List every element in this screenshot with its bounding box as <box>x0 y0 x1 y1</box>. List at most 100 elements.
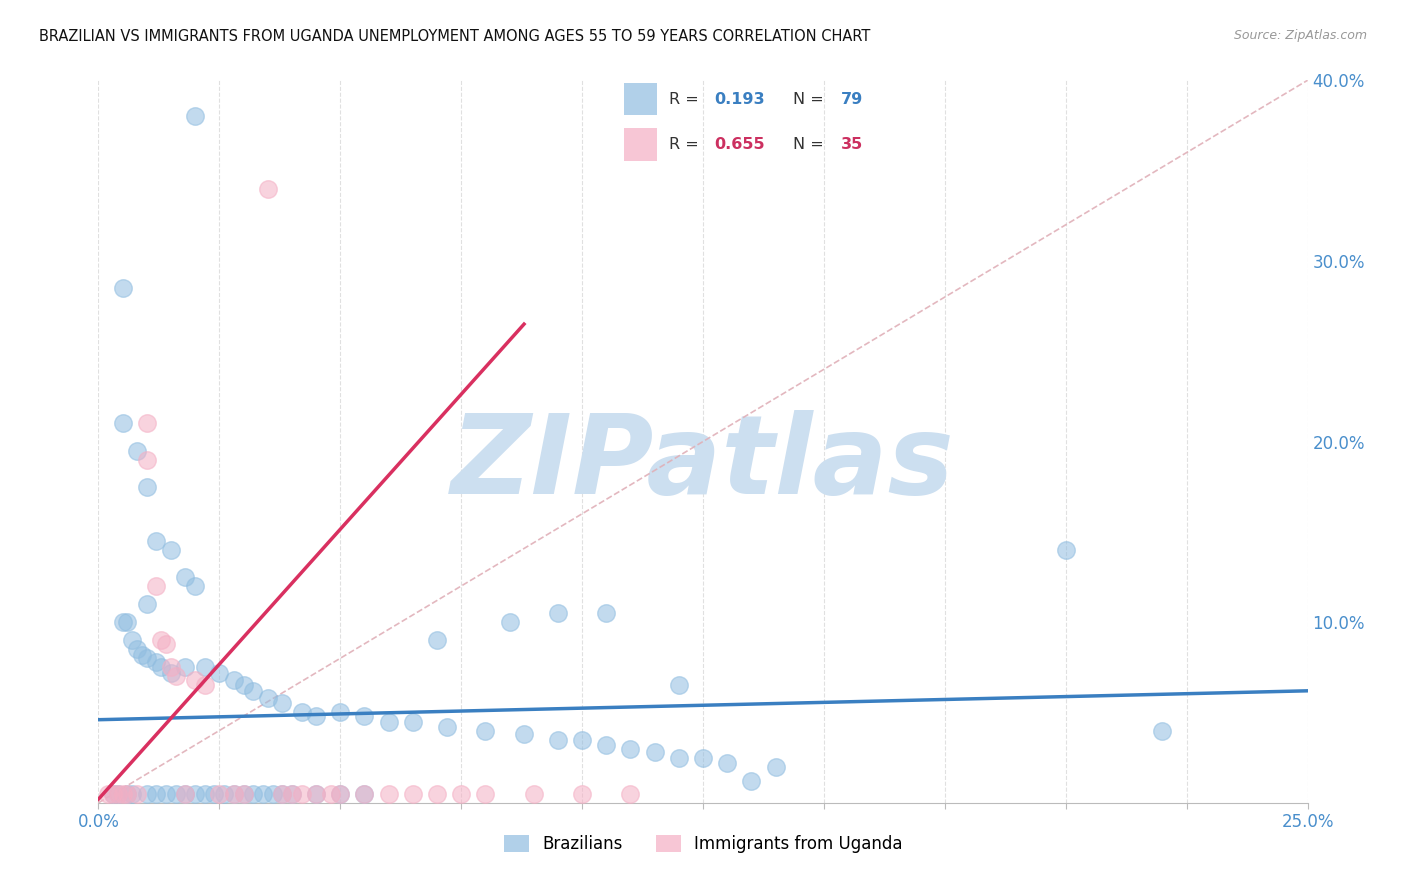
Point <box>692 750 714 764</box>
Point <box>135 480 157 494</box>
Point <box>135 651 157 665</box>
Point <box>474 787 496 801</box>
Point <box>426 633 449 648</box>
Point <box>271 787 294 801</box>
Point <box>160 660 183 674</box>
Text: BRAZILIAN VS IMMIGRANTS FROM UGANDA UNEMPLOYMENT AMONG AGES 55 TO 59 YEARS CORRE: BRAZILIAN VS IMMIGRANTS FROM UGANDA UNEM… <box>39 29 870 44</box>
Legend: Brazilians, Immigrants from Uganda: Brazilians, Immigrants from Uganda <box>496 828 910 860</box>
Text: N =: N = <box>793 92 830 106</box>
Point <box>547 732 569 747</box>
Point <box>135 597 157 611</box>
Text: 0.193: 0.193 <box>714 92 765 106</box>
Point <box>174 787 197 801</box>
Text: R =: R = <box>669 92 704 106</box>
Point <box>174 570 197 584</box>
Point <box>121 787 143 801</box>
Point <box>523 787 546 801</box>
Point <box>402 714 425 729</box>
Point <box>319 787 342 801</box>
Point <box>165 787 187 801</box>
Point <box>135 452 157 467</box>
Point <box>204 787 226 801</box>
Point <box>135 417 157 431</box>
Point <box>474 723 496 738</box>
Point <box>111 281 134 295</box>
Point <box>208 665 231 680</box>
Point <box>242 787 264 801</box>
Point <box>740 774 762 789</box>
Point <box>111 417 134 431</box>
Point <box>101 787 124 801</box>
Point <box>329 787 352 801</box>
Text: 79: 79 <box>841 92 863 106</box>
Point <box>127 787 149 801</box>
Point <box>619 787 641 801</box>
Point <box>271 787 294 801</box>
Point <box>271 697 294 711</box>
Point <box>242 683 264 698</box>
Point <box>353 787 375 801</box>
Point <box>165 669 187 683</box>
Point <box>513 727 536 741</box>
Point <box>305 787 328 801</box>
Point <box>619 741 641 756</box>
Point <box>145 579 167 593</box>
Point <box>305 709 328 723</box>
Point <box>436 720 458 734</box>
Point <box>222 787 245 801</box>
Text: R =: R = <box>669 136 704 152</box>
Point <box>208 787 231 801</box>
Point <box>547 606 569 620</box>
Point <box>668 678 690 692</box>
Point <box>571 732 593 747</box>
Point <box>145 787 167 801</box>
Point <box>232 787 254 801</box>
Point <box>117 787 139 801</box>
Point <box>117 787 139 801</box>
Point <box>290 706 312 720</box>
Point <box>329 787 352 801</box>
Point <box>377 714 399 729</box>
Point <box>765 760 787 774</box>
Bar <box>624 128 657 161</box>
Point <box>145 655 167 669</box>
Point <box>150 633 173 648</box>
Text: ZIPatlas: ZIPatlas <box>451 409 955 516</box>
Point <box>281 787 304 801</box>
Point <box>127 642 149 657</box>
Text: 35: 35 <box>841 136 863 152</box>
Bar <box>624 83 657 115</box>
Point <box>135 787 157 801</box>
Point <box>222 673 245 687</box>
Point <box>290 787 312 801</box>
Point <box>111 787 134 801</box>
Point <box>498 615 520 630</box>
Point <box>174 787 197 801</box>
Text: Source: ZipAtlas.com: Source: ZipAtlas.com <box>1233 29 1367 42</box>
Point <box>131 648 153 662</box>
Point <box>194 660 217 674</box>
Point <box>184 109 207 123</box>
Point <box>174 660 197 674</box>
Point <box>262 787 284 801</box>
Point <box>212 787 235 801</box>
Point <box>1152 723 1174 738</box>
Point <box>194 787 217 801</box>
Point <box>160 542 183 557</box>
Point <box>595 738 617 752</box>
Point <box>184 673 207 687</box>
Point <box>107 787 129 801</box>
Point <box>232 678 254 692</box>
Point <box>353 709 375 723</box>
Point <box>402 787 425 801</box>
Point <box>305 787 328 801</box>
Point <box>329 706 352 720</box>
Point <box>256 182 278 196</box>
Point <box>127 443 149 458</box>
Point <box>252 787 274 801</box>
Point <box>145 533 167 548</box>
Point <box>150 660 173 674</box>
Point <box>101 787 124 801</box>
Point <box>111 615 134 630</box>
Point <box>160 665 183 680</box>
